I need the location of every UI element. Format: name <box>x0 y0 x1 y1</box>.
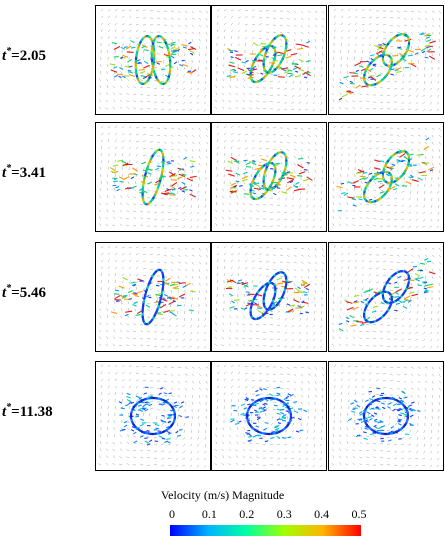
velocity-panel-r3-c1 <box>95 242 211 352</box>
velocity-panel-r4-c3 <box>328 361 444 471</box>
velocity-panel-r2-c2 <box>211 122 327 232</box>
colorbar-tick-label: 0.4 <box>314 507 330 521</box>
velocity-panel-r1-c2 <box>211 5 327 115</box>
velocity-panel-r4-c2 <box>211 361 327 471</box>
row-label-3: t*=5.46 <box>2 283 46 301</box>
row-label-4: t*=11.38 <box>2 402 53 420</box>
colorbar-tick-label: 0.1 <box>201 507 217 521</box>
velocity-panel-r3-c3 <box>328 242 444 352</box>
row-label-2: t*=3.41 <box>2 163 46 181</box>
velocity-panel-r1-c1 <box>95 5 211 115</box>
colorbar-tick-label: 0.3 <box>276 507 292 521</box>
velocity-panel-r2-c3 <box>328 122 444 232</box>
velocity-panel-r4-c1 <box>95 361 211 471</box>
row-label-1: t*=2.05 <box>2 46 46 64</box>
colorbar-title: Velocity (m/s) Magnitude <box>160 488 285 502</box>
velocity-panel-r1-c3 <box>328 5 444 115</box>
velocity-panel-r3-c2 <box>211 242 327 352</box>
colorbar-tick-label: 0 <box>169 507 175 521</box>
colorbar-tick-label: 0.2 <box>239 507 255 521</box>
colorbar-gradient <box>170 525 361 536</box>
colorbar <box>170 525 361 536</box>
colorbar-tick-label: 0.5 <box>351 507 367 521</box>
velocity-panel-r2-c1 <box>95 122 211 232</box>
